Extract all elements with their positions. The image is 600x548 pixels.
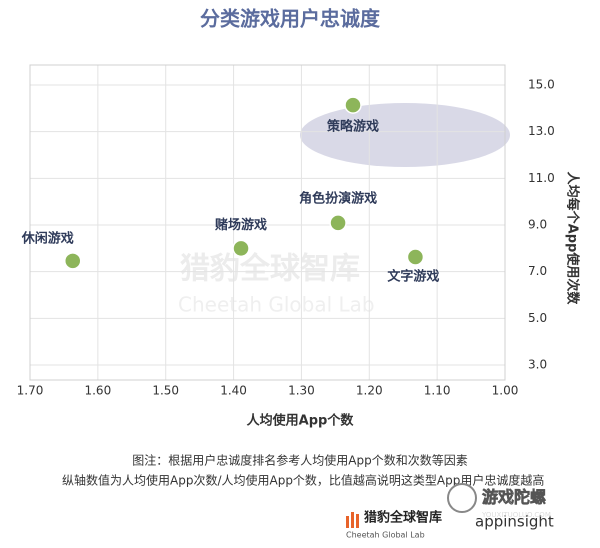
plot-frame bbox=[29, 64, 506, 381]
logo-bar bbox=[351, 512, 354, 528]
y-tick-label: 11.0 bbox=[528, 171, 555, 185]
x-axis-label: 人均使用App个数 bbox=[247, 413, 355, 429]
x-tick-label: 1.20 bbox=[356, 384, 383, 398]
y-tick-label: 15.0 bbox=[528, 78, 555, 92]
point-label: 文字游戏 bbox=[387, 268, 439, 284]
logo-circle bbox=[447, 483, 477, 513]
point-label: 赌场游戏 bbox=[214, 217, 267, 233]
highlight-ellipse bbox=[300, 103, 510, 167]
brand: 猎豹全球智库 bbox=[364, 510, 442, 526]
footnote: 纵轴数值为人均使用App次数/人均使用App个数，比值越高说明这类型App用户忠… bbox=[62, 473, 544, 488]
x-tick-label: 1.40 bbox=[220, 384, 247, 398]
footnote: 图注：根据用户忠诚度排名参考人均使用App个数和次数等因素 bbox=[132, 453, 467, 468]
y-tick-label: 13.0 bbox=[528, 124, 555, 138]
data-point bbox=[64, 252, 82, 270]
brand: Cheetah Global Lab bbox=[346, 531, 425, 540]
y-tick-label: 5.0 bbox=[528, 311, 547, 325]
brand: appinsight bbox=[475, 513, 554, 531]
x-tick-label: 1.70 bbox=[17, 384, 44, 398]
point-label: 角色扮演游戏 bbox=[299, 190, 377, 206]
x-tick-label: 1.00 bbox=[492, 384, 519, 398]
x-tick-label: 1.30 bbox=[288, 384, 315, 398]
point-label: 策略游戏 bbox=[327, 119, 379, 135]
data-point bbox=[406, 248, 425, 266]
brand: YOUXITUOLUO.COM bbox=[481, 511, 551, 519]
data-point bbox=[344, 96, 362, 114]
data-point bbox=[329, 214, 347, 232]
x-tick-label: 1.10 bbox=[424, 384, 451, 398]
y-tick-label: 3.0 bbox=[528, 358, 547, 372]
data-point bbox=[232, 239, 250, 258]
logo-bar bbox=[346, 516, 349, 528]
x-tick-label: 1.50 bbox=[152, 384, 179, 398]
chart-title: 分类游戏用户忠诚度 bbox=[200, 7, 381, 31]
watermark: 猎豹全球智库 bbox=[180, 252, 360, 287]
y-tick-label: 9.0 bbox=[528, 218, 547, 232]
brand: 游戏陀螺 bbox=[482, 488, 546, 507]
watermark: Cheetah Global Lab bbox=[178, 293, 375, 317]
y-tick-label: 7.0 bbox=[528, 264, 547, 278]
logo-bar bbox=[356, 514, 359, 528]
y-axis-label: 人均每个App使用次数 bbox=[565, 172, 581, 306]
point-label: 休闲游戏 bbox=[21, 230, 74, 246]
x-tick-label: 1.60 bbox=[84, 384, 111, 398]
